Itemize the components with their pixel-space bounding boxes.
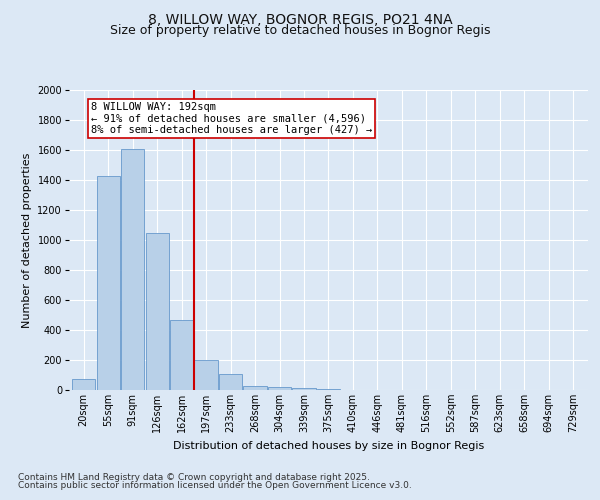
X-axis label: Distribution of detached houses by size in Bognor Regis: Distribution of detached houses by size … <box>173 440 484 450</box>
Bar <box>219 374 242 390</box>
Text: 8, WILLOW WAY, BOGNOR REGIS, PO21 4NA: 8, WILLOW WAY, BOGNOR REGIS, PO21 4NA <box>148 12 452 26</box>
Text: 8 WILLOW WAY: 192sqm
← 91% of detached houses are smaller (4,596)
8% of semi-det: 8 WILLOW WAY: 192sqm ← 91% of detached h… <box>91 102 372 135</box>
Bar <box>317 388 340 390</box>
Bar <box>72 379 95 390</box>
Text: Contains HM Land Registry data © Crown copyright and database right 2025.: Contains HM Land Registry data © Crown c… <box>18 472 370 482</box>
Text: Size of property relative to detached houses in Bognor Regis: Size of property relative to detached ho… <box>110 24 490 37</box>
Bar <box>170 320 193 390</box>
Bar <box>146 232 169 390</box>
Y-axis label: Number of detached properties: Number of detached properties <box>22 152 32 328</box>
Bar <box>97 176 120 390</box>
Bar <box>121 148 144 390</box>
Bar <box>194 360 218 390</box>
Text: Contains public sector information licensed under the Open Government Licence v3: Contains public sector information licen… <box>18 481 412 490</box>
Bar <box>268 388 291 390</box>
Bar <box>244 386 266 390</box>
Bar <box>292 388 316 390</box>
